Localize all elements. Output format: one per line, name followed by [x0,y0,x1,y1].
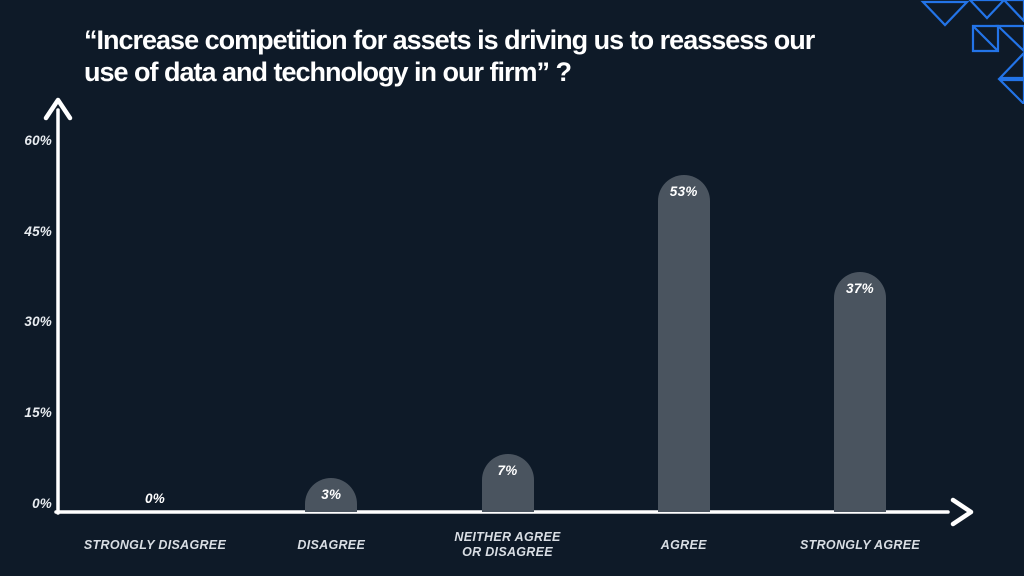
bar-strongly-agree [834,272,886,512]
category-label-line: NEITHER AGREE [454,530,561,544]
category-label-line: AGREE [660,537,707,552]
y-axis-arrow [43,97,73,121]
bar-value-disagree: 3% [321,486,342,502]
category-label-line: DISAGREE [297,537,366,552]
category-label-line: OR DISAGREE [462,545,553,559]
triangle-mosaic-decoration [920,0,1024,104]
chart-title-line-1: “Increase competition for assets is driv… [84,25,815,55]
y-tick-label: 15% [24,404,52,420]
chart-title-line-2: use of data and technology in our firm” … [84,57,572,87]
category-label-line: STRONGLY AGREE [800,537,920,552]
y-tick-label: 45% [24,223,52,239]
bar-value-strongly-disagree: 0% [144,491,166,506]
bar-value-strongly-agree: 37% [846,281,874,297]
y-tick-label: 30% [24,314,52,330]
decor-triangle [1002,0,1024,23]
bar-neither-agree-or-disagree [481,453,534,512]
category-label-line: STRONGLY DISAGREE [83,537,227,552]
category-label-agree: AGREE [594,528,774,562]
decor-triangle [995,24,1024,53]
category-label-strongly-disagree: STRONGLY DISAGREE [65,528,245,562]
decor-triangle [920,0,970,27]
decor-triangle [997,78,1024,104]
category-label-neither-agree-or-disagree: NEITHER AGREE OR DISAGREE [418,528,598,562]
decor-triangle [968,0,1006,20]
decor-triangle [997,51,1024,80]
chart-title: “Increase competition for assets is driv… [84,24,964,88]
bar-agree [657,175,710,512]
category-label-disagree: DISAGREE [241,528,421,562]
y-tick-label: 60% [24,132,52,148]
decor-diagonal [972,25,999,52]
bar-value-neither-agree-or-disagree: 7% [497,462,518,478]
y-tick-label: 0% [32,495,52,511]
bar-value-agree: 53% [669,184,698,200]
category-label-strongly-agree: STRONGLY AGREE [770,528,950,562]
x-axis-arrow [950,497,974,527]
